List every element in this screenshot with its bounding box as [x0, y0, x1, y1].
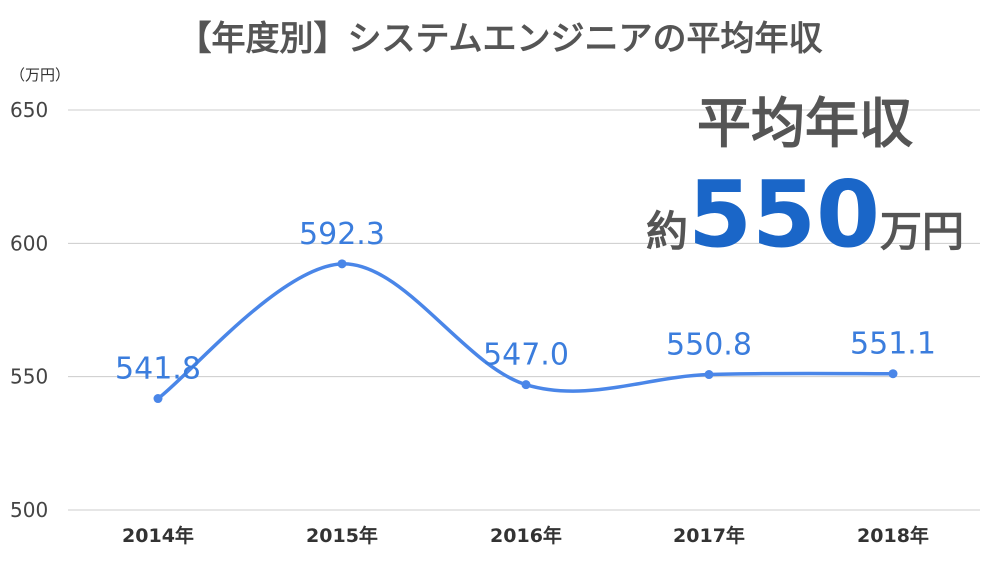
- y-tick-label: 600: [10, 231, 48, 255]
- data-label: 541.8: [115, 352, 201, 387]
- data-points: [153, 259, 898, 404]
- data-point: [704, 370, 714, 380]
- data-point: [153, 394, 163, 404]
- data-label: 547.0: [483, 338, 569, 373]
- data-labels: 541.8 592.3 547.0 550.8 551.1: [115, 217, 936, 387]
- annotation-unit: 万円: [880, 207, 964, 256]
- data-point: [337, 259, 347, 269]
- data-label: 551.1: [850, 327, 936, 362]
- annotation-heading: 平均年収: [697, 92, 913, 155]
- annotation-value-line: 約550万円: [646, 161, 964, 268]
- annotation-prefix: 約: [646, 207, 688, 256]
- data-label: 592.3: [299, 217, 385, 252]
- x-tick-label: 2016年: [490, 524, 562, 547]
- series-line: [156, 262, 894, 400]
- annotation-value: 550: [688, 161, 880, 268]
- x-tick-label: 2018年: [857, 524, 929, 547]
- gridlines: [68, 109, 980, 511]
- data-point: [888, 369, 898, 379]
- data-point: [521, 380, 531, 390]
- y-axis-ticks: 500 550 600 650: [10, 98, 48, 522]
- chart-title: 【年度別】システムエンジニアの平均年収: [178, 19, 823, 59]
- average-annotation: 平均年収 約550万円: [646, 92, 964, 268]
- x-tick-label: 2014年: [122, 524, 194, 547]
- y-tick-label: 550: [10, 365, 48, 389]
- x-tick-label: 2017年: [673, 524, 745, 547]
- data-label: 550.8: [666, 328, 752, 363]
- y-tick-label: 500: [10, 498, 48, 522]
- y-tick-label: 650: [10, 98, 48, 122]
- x-axis-ticks: 2014年 2015年 2016年 2017年 2018年: [122, 524, 929, 547]
- y-axis-unit-label: （万円）: [10, 66, 70, 84]
- x-tick-label: 2015年: [306, 524, 378, 547]
